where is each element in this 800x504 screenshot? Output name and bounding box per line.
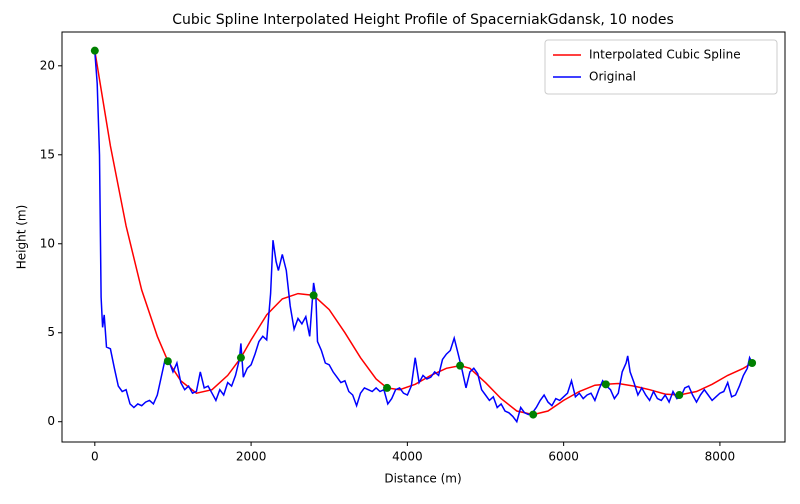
x-tick-label: 2000 xyxy=(236,450,267,464)
y-tick-label: 10 xyxy=(40,236,55,250)
x-tick-label: 4000 xyxy=(392,450,423,464)
legend-box xyxy=(544,39,778,95)
x-tick-label: 6000 xyxy=(548,450,579,464)
x-axis-label: Distance (m) xyxy=(384,472,461,486)
chart-title: Cubic Spline Interpolated Height Profile… xyxy=(172,12,674,28)
y-tick-label: 0 xyxy=(47,414,55,428)
y-axis-label: Height (m) xyxy=(15,205,29,270)
line xyxy=(94,51,753,424)
node-point xyxy=(163,357,172,366)
plot-area xyxy=(61,31,786,443)
node-point xyxy=(748,358,757,367)
node-point xyxy=(675,391,684,400)
node-point xyxy=(90,46,99,55)
x-tick-label: 8000 xyxy=(705,450,736,464)
node-point xyxy=(383,383,392,392)
node-point xyxy=(236,353,245,362)
node-point xyxy=(529,410,538,419)
y-tick-label: 15 xyxy=(40,147,55,161)
line xyxy=(94,50,753,416)
y-tick-label: 5 xyxy=(47,325,55,339)
legend-label: Interpolated Cubic Spline xyxy=(589,48,741,62)
legend-label: Original xyxy=(589,70,636,84)
x-tick-label: 0 xyxy=(91,450,99,464)
y-tick-label: 20 xyxy=(40,58,55,72)
legend: Interpolated Cubic Spline Original xyxy=(544,39,778,95)
node-point xyxy=(456,361,465,370)
node-point xyxy=(601,380,610,389)
node-point xyxy=(309,291,318,300)
